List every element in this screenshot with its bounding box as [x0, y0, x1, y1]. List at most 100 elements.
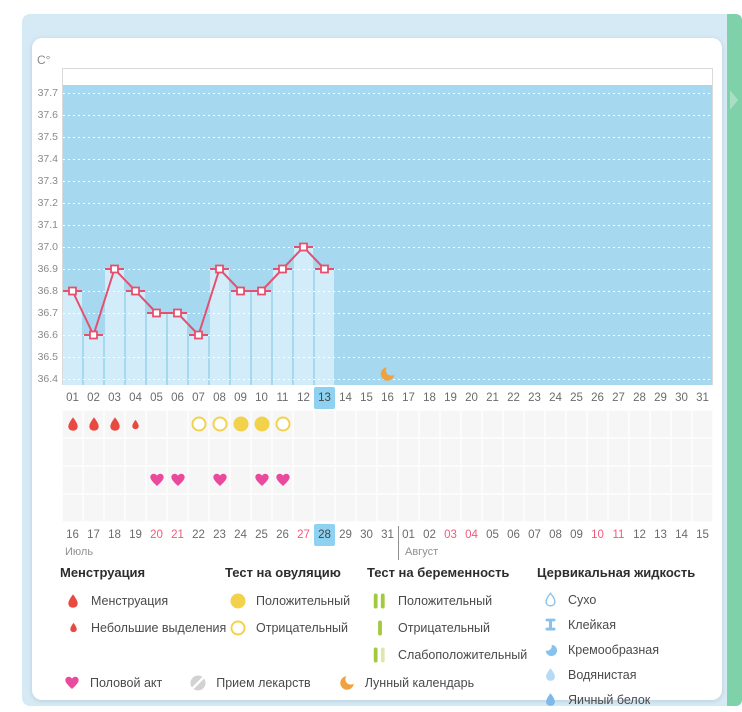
legend-item: Слабоположительный — [367, 641, 527, 668]
cycle-day-cell[interactable]: 25 — [255, 529, 268, 541]
chart-day-cell[interactable]: 12 — [297, 392, 310, 404]
cycle-day-cell[interactable]: 05 — [486, 529, 499, 541]
cycle-day-cell[interactable]: 13 — [654, 529, 667, 541]
marker-cell — [629, 438, 650, 466]
legend-item-label: Отрицательный — [256, 620, 349, 635]
marker-cell — [62, 466, 83, 494]
chart-day-cell[interactable]: 06 — [171, 392, 184, 404]
marker-cell — [692, 438, 713, 466]
cycle-day-cell[interactable]: 16 — [66, 529, 79, 541]
cycle-day-cell[interactable]: 24 — [234, 529, 247, 541]
chart-day-cell[interactable]: 28 — [633, 392, 646, 404]
cycle-day-cell[interactable]: 02 — [423, 529, 436, 541]
marker-cell — [335, 410, 356, 438]
chart-day-cell[interactable]: 21 — [486, 392, 499, 404]
marker-cell — [272, 438, 293, 466]
marker-cell — [314, 466, 335, 494]
cycle-day-cell[interactable]: 23 — [213, 529, 226, 541]
chart-day-cell[interactable]: 16 — [381, 392, 394, 404]
cycle-day-cell[interactable]: 15 — [696, 529, 709, 541]
cycle-day-cell[interactable]: 20 — [150, 529, 163, 541]
chart-day-cell[interactable]: 17 — [402, 392, 415, 404]
chart-day-cell[interactable]: 22 — [507, 392, 520, 404]
next-panel-handle[interactable] — [727, 14, 742, 706]
legend-column: Тест на овуляцию Положительный Отрицательн… — [225, 565, 350, 641]
marker-cell — [146, 410, 167, 438]
marker-cell — [440, 494, 461, 522]
chart-day-cell[interactable]: 27 — [612, 392, 625, 404]
cycle-day-cell[interactable]: 17 — [87, 529, 100, 541]
legend-item-label: Небольшие выделения — [91, 620, 227, 635]
circle-filled-marker — [251, 410, 272, 438]
month-label-august: Август — [405, 546, 439, 558]
circle-outline-marker — [188, 410, 209, 438]
marker-cell — [293, 410, 314, 438]
chart-day-cell[interactable]: 15 — [360, 392, 373, 404]
chart-day-cell[interactable]: 31 — [696, 392, 709, 404]
marker-cell — [587, 466, 608, 494]
chart-day-cell[interactable]: 05 — [150, 392, 163, 404]
marker-cell — [608, 494, 629, 522]
marker-cell — [167, 494, 188, 522]
chart-day-cell[interactable]: 25 — [570, 392, 583, 404]
marker-cell — [671, 494, 692, 522]
cycle-day-cell[interactable]: 18 — [108, 529, 121, 541]
cycle-day-cell[interactable]: 21 — [171, 529, 184, 541]
chart-day-cell[interactable]: 29 — [654, 392, 667, 404]
chart-day-cell[interactable]: 03 — [108, 392, 121, 404]
chart-day-cell[interactable]: 13 — [314, 387, 335, 409]
chart-day-cell[interactable]: 11 — [276, 392, 289, 404]
cycle-day-cell[interactable]: 06 — [507, 529, 520, 541]
chart-day-cell[interactable]: 19 — [444, 392, 457, 404]
cycle-day-cell[interactable]: 07 — [528, 529, 541, 541]
marker-cell — [335, 494, 356, 522]
chart-day-cell[interactable]: 23 — [528, 392, 541, 404]
chart-day-cell[interactable]: 01 — [66, 392, 79, 404]
y-axis-label: 37.3 — [37, 175, 58, 187]
cycle-day-cell[interactable]: 31 — [381, 529, 394, 541]
chart-day-cell[interactable]: 10 — [255, 392, 268, 404]
test-negative-icon — [370, 618, 390, 638]
cycle-day-cell[interactable]: 14 — [675, 529, 688, 541]
marker-cell — [314, 438, 335, 466]
chart-day-cell[interactable]: 07 — [192, 392, 205, 404]
y-axis-label: 37.1 — [37, 219, 58, 231]
cycle-day-cell[interactable]: 10 — [591, 529, 604, 541]
marker-cell — [503, 410, 524, 438]
cycle-day-cell[interactable]: 08 — [549, 529, 562, 541]
marker-cell — [83, 466, 104, 494]
chart-day-cell[interactable]: 24 — [549, 392, 562, 404]
chart-day-cell[interactable]: 09 — [234, 392, 247, 404]
chart-day-cell[interactable]: 18 — [423, 392, 436, 404]
fluid-eggwhite-icon — [540, 692, 560, 707]
circle-filled-icon — [228, 592, 248, 610]
chart-day-row: 01 02 03 04 05 06 07 08 09 10 11 12 13 14 15 16 17 18 19 20… — [62, 387, 713, 409]
marker-grid — [62, 410, 713, 522]
marker-cell — [503, 466, 524, 494]
cycle-day-cell[interactable]: 03 — [444, 529, 457, 541]
marker-cell — [356, 494, 377, 522]
chart-day-cell[interactable]: 20 — [465, 392, 478, 404]
chart-day-cell[interactable]: 26 — [591, 392, 604, 404]
cycle-day-cell[interactable]: 22 — [192, 529, 205, 541]
chart-day-cell[interactable]: 14 — [339, 392, 352, 404]
marker-cell — [293, 494, 314, 522]
cycle-day-cell[interactable]: 28 — [314, 524, 335, 546]
legend-item: Лунный календарь — [337, 674, 474, 692]
cycle-day-cell[interactable]: 11 — [612, 529, 625, 541]
chart-day-cell[interactable]: 02 — [87, 392, 100, 404]
cycle-day-cell[interactable]: 27 — [297, 529, 310, 541]
marker-cell — [461, 438, 482, 466]
chart-day-cell[interactable]: 30 — [675, 392, 688, 404]
cycle-day-cell[interactable]: 29 — [339, 529, 352, 541]
cycle-day-cell[interactable]: 01 — [402, 529, 415, 541]
cycle-day-cell[interactable]: 19 — [129, 529, 142, 541]
cycle-day-cell[interactable]: 26 — [276, 529, 289, 541]
cycle-day-cell[interactable]: 12 — [633, 529, 646, 541]
marker-cell — [272, 494, 293, 522]
cycle-day-cell[interactable]: 30 — [360, 529, 373, 541]
chart-day-cell[interactable]: 04 — [129, 392, 142, 404]
cycle-day-cell[interactable]: 09 — [570, 529, 583, 541]
chart-day-cell[interactable]: 08 — [213, 392, 226, 404]
cycle-day-cell[interactable]: 04 — [465, 529, 478, 541]
